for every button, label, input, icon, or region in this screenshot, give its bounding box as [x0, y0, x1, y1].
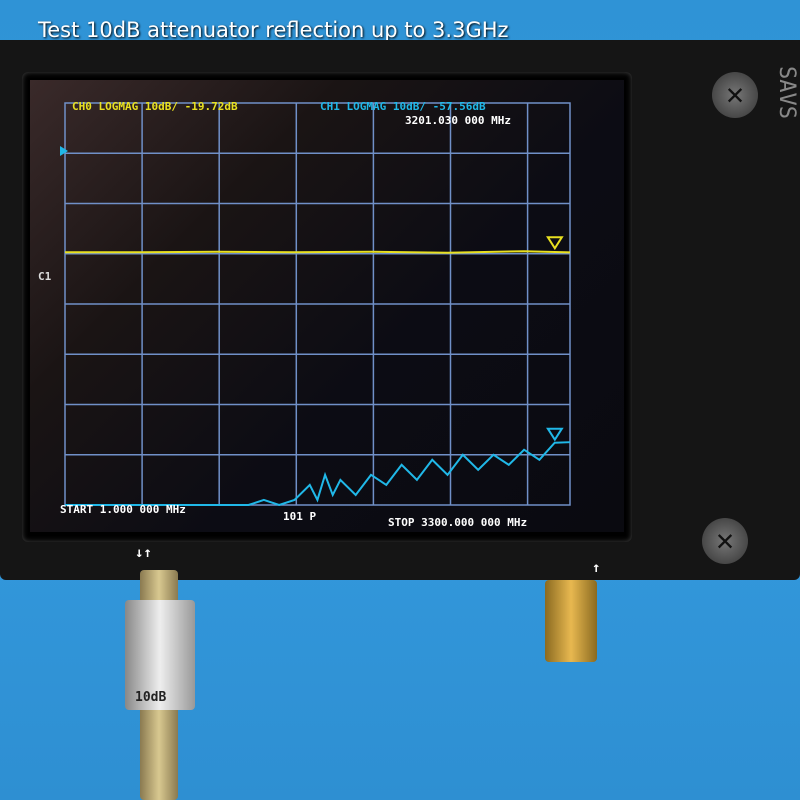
marker-frequency: 3201.030 000 MHz [405, 114, 511, 127]
stop-frequency: STOP 3300.000 000 MHz [388, 516, 528, 529]
screw-icon: ✕ [712, 72, 758, 118]
points-count: 101 P [283, 510, 317, 523]
reference-position-icon [60, 146, 68, 156]
ch0-label: CH0 LOGMAG 10dB/ -19.72dB [72, 100, 238, 113]
attenuator [125, 600, 195, 710]
caption: Test 10dB attenuator reflection up to 3.… [38, 18, 509, 42]
attenuator-label: 10dB [135, 690, 167, 705]
screw-icon: ✕ [702, 518, 748, 564]
port-connector-right [545, 580, 597, 662]
start-frequency: START 1.000 000 MHz [60, 503, 186, 516]
side-label: C1 [38, 270, 52, 283]
port-label-right: ↑ [592, 560, 601, 576]
port-label-left: ↓↑ [135, 545, 152, 561]
vna-screen [30, 80, 624, 532]
trace-ch1 [65, 441, 571, 507]
marker-ch1-icon [546, 427, 564, 442]
trace-ch0 [65, 250, 571, 254]
marker-ch0-icon [546, 236, 564, 251]
ch1-label: CH1 LOGMAG 10dB/ -57.56dB [320, 100, 486, 113]
